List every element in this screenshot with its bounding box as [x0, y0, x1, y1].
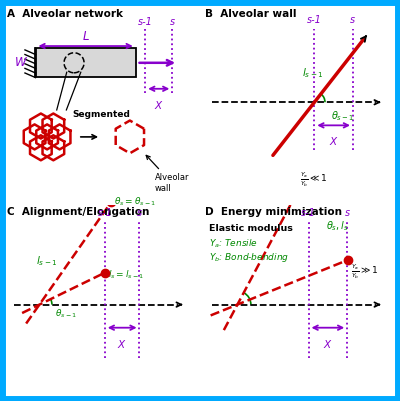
Bar: [36, 49, 136, 77]
Text: $\theta_s=\theta_{s-1}$: $\theta_s=\theta_{s-1}$: [114, 196, 156, 209]
Text: s: s: [170, 17, 175, 27]
Text: s-1: s-1: [307, 15, 322, 25]
Text: Elastic modulus: Elastic modulus: [208, 224, 292, 233]
Text: s: s: [344, 208, 350, 218]
Text: $\frac{Y_a}{Y_b}\gg 1$: $\frac{Y_a}{Y_b}\gg 1$: [351, 262, 379, 281]
Text: s: s: [137, 208, 142, 218]
Text: $X$: $X$: [117, 338, 127, 350]
Text: D  Energy minimization: D Energy minimization: [205, 207, 342, 217]
Text: A  Alveolar network: A Alveolar network: [7, 9, 123, 19]
Text: $\theta_{s-1}$: $\theta_{s-1}$: [55, 308, 77, 320]
Text: s-1: s-1: [98, 208, 112, 218]
Text: $l_s=l_{s-1}$: $l_s=l_{s-1}$: [108, 268, 144, 281]
Text: $\theta_s, l_s$: $\theta_s, l_s$: [326, 219, 349, 233]
Text: $L$: $L$: [82, 30, 90, 43]
Text: $Y_b$: Bond-bending: $Y_b$: Bond-bending: [208, 251, 289, 264]
Text: $l_{s-1}$: $l_{s-1}$: [36, 254, 58, 268]
Text: $W$: $W$: [14, 56, 28, 69]
Text: s-1: s-1: [138, 17, 153, 27]
Text: $\frac{Y_a}{Y_b}\ll 1$: $\frac{Y_a}{Y_b}\ll 1$: [300, 170, 328, 188]
Text: $X$: $X$: [154, 99, 164, 111]
Text: $X$: $X$: [323, 338, 333, 350]
Text: $\theta_{s-1}$: $\theta_{s-1}$: [331, 109, 354, 123]
Text: s-1: s-1: [301, 208, 316, 218]
Text: $l_{s-1}$: $l_{s-1}$: [302, 66, 324, 80]
Text: s: s: [350, 15, 356, 25]
Text: $X$: $X$: [329, 135, 338, 147]
Text: B  Alveolar wall: B Alveolar wall: [205, 9, 296, 19]
Text: Alveolar
wall: Alveolar wall: [146, 155, 189, 193]
Text: Segmented: Segmented: [72, 109, 130, 119]
Text: C  Alignment/Elongation: C Alignment/Elongation: [7, 207, 149, 217]
Text: $Y_a$: Tensile: $Y_a$: Tensile: [208, 237, 258, 250]
